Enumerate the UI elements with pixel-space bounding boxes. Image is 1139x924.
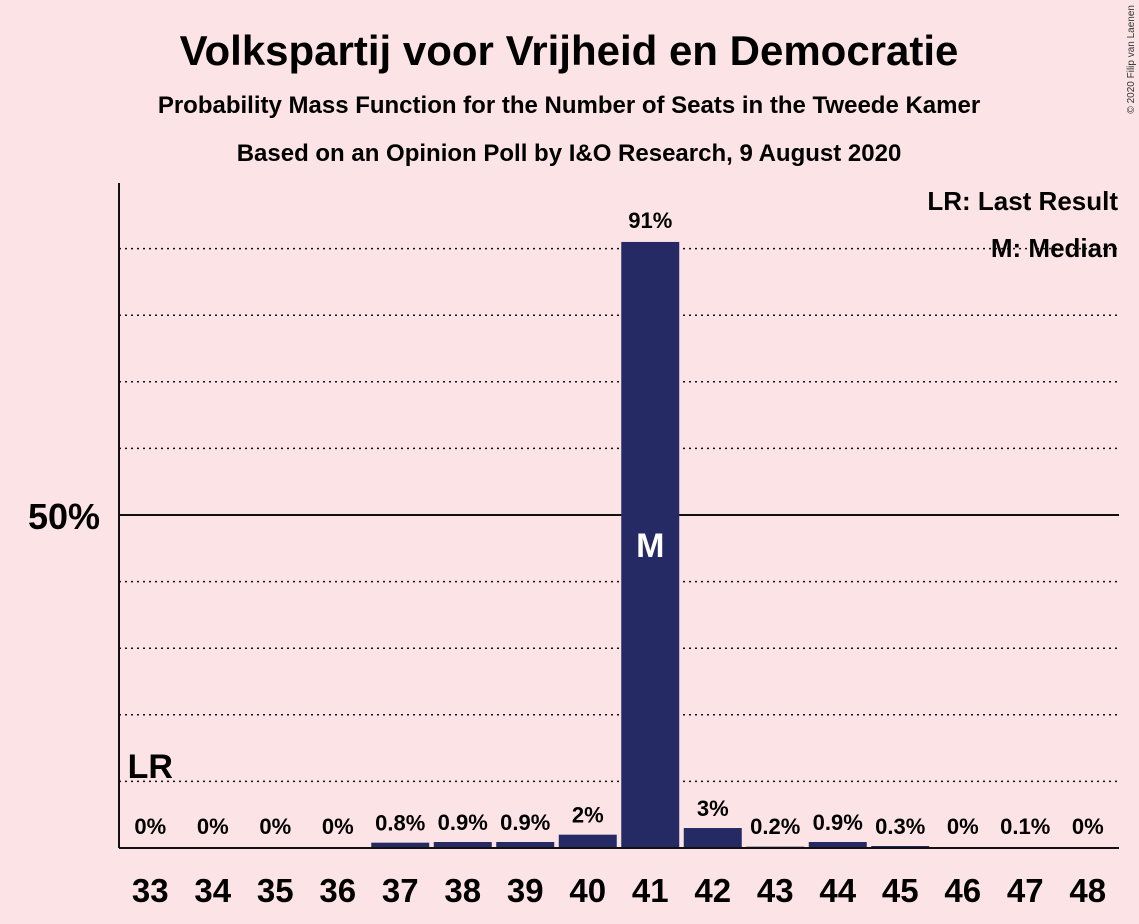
data-label-34: 0% (197, 814, 229, 839)
x-tick-40: 40 (569, 872, 606, 909)
data-label-36: 0% (322, 814, 354, 839)
data-label-41: 91% (628, 208, 672, 233)
bar-38 (433, 842, 492, 848)
data-label-48: 0% (1072, 814, 1104, 839)
x-tick-39: 39 (507, 872, 544, 909)
x-tick-35: 35 (257, 872, 294, 909)
x-tick-47: 47 (1007, 872, 1044, 909)
x-tick-33: 33 (132, 872, 169, 909)
bars (371, 241, 1055, 848)
x-tick-43: 43 (757, 872, 794, 909)
data-label-37: 0.8% (375, 811, 425, 836)
legend-median: M: Median (991, 233, 1118, 263)
data-label-39: 0.9% (500, 810, 550, 835)
y-tick-label-50: 50% (28, 496, 100, 537)
data-label-38: 0.9% (438, 810, 488, 835)
legend-last-result: LR: Last Result (927, 186, 1118, 216)
last-result-marker: LR (128, 748, 173, 786)
chart-subtitle: Probability Mass Function for the Number… (158, 92, 980, 119)
bar-41 (621, 241, 680, 848)
chart-subtitle-source: Based on an Opinion Poll by I&O Research… (237, 140, 902, 167)
x-tick-42: 42 (694, 872, 731, 909)
data-label-33: 0% (134, 814, 166, 839)
bar-39 (496, 842, 555, 848)
data-label-46: 0% (947, 814, 979, 839)
x-axis-ticks: 33 34 35 36 37 38 39 40 41 42 43 44 45 46 47 48 (132, 872, 1106, 909)
data-label-35: 0% (259, 814, 291, 839)
x-tick-41: 41 (632, 872, 669, 909)
bar-44 (808, 842, 867, 848)
x-tick-37: 37 (382, 872, 419, 909)
gridlines (119, 247, 1119, 783)
data-label-44: 0.9% (813, 810, 863, 835)
chart-title: Volkspartij voor Vrijheid en Democratie (180, 27, 959, 74)
data-label-43: 0.2% (750, 814, 800, 839)
x-tick-36: 36 (319, 872, 356, 909)
data-label-45: 0.3% (875, 814, 925, 839)
bar-42 (683, 828, 742, 848)
data-label-42: 3% (697, 796, 729, 821)
median-marker: M (636, 527, 664, 565)
data-labels: 0% LR 0% 0% 0% 0.8% 0.9% 0.9% 2% 91% M 3% 0.2% 0.9% 0.… (128, 208, 1104, 839)
bar-40 (558, 834, 617, 848)
data-label-47: 0.1% (1000, 814, 1050, 839)
x-tick-45: 45 (882, 872, 919, 909)
data-label-40: 2% (572, 803, 604, 828)
x-tick-46: 46 (944, 872, 981, 909)
x-tick-38: 38 (444, 872, 481, 909)
bar-37 (371, 842, 430, 848)
x-tick-34: 34 (194, 872, 231, 909)
copyright-notice: © 2020 Filip van Laenen (1126, 5, 1137, 114)
x-tick-48: 48 (1069, 872, 1106, 909)
x-tick-44: 44 (819, 872, 856, 909)
